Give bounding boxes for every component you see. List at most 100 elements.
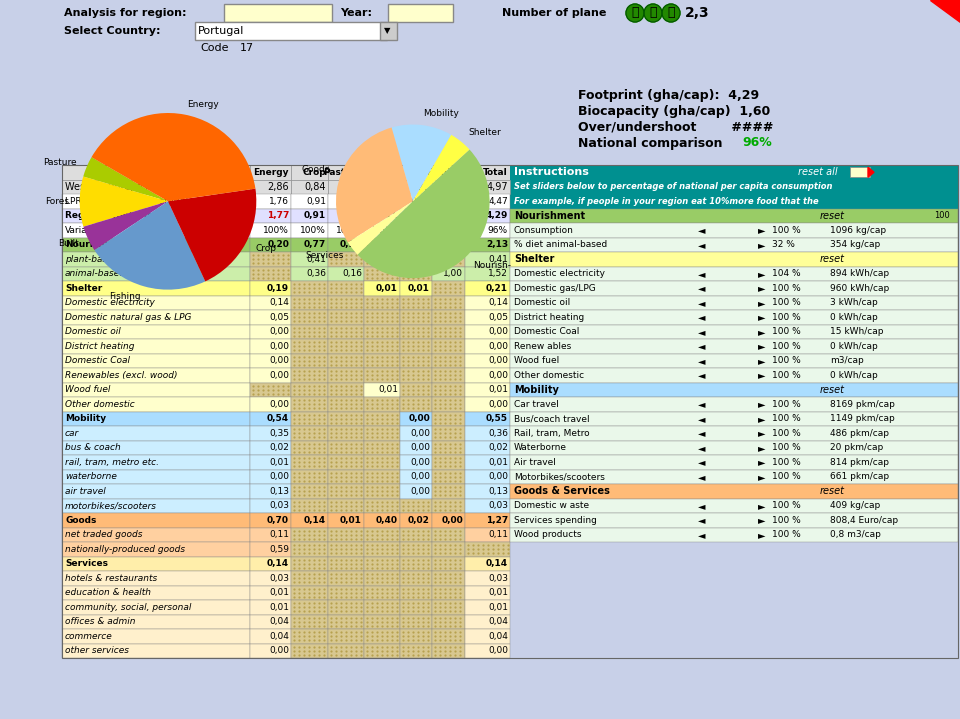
Bar <box>291 383 328 397</box>
Bar <box>364 296 400 310</box>
Bar <box>510 267 958 281</box>
Text: Shelter: Shelter <box>468 128 501 137</box>
Bar <box>291 180 328 194</box>
Bar <box>432 585 465 600</box>
Bar <box>364 368 400 383</box>
Bar <box>510 426 958 441</box>
Text: education & health: education & health <box>65 588 151 597</box>
Text: Wood fuel: Wood fuel <box>514 356 560 365</box>
Bar <box>364 324 400 339</box>
Bar <box>291 296 328 310</box>
Text: Pasture: Pasture <box>323 168 362 177</box>
Bar <box>510 354 958 368</box>
Bar <box>328 383 364 397</box>
Text: 0,17: 0,17 <box>342 197 362 206</box>
Bar <box>510 441 958 455</box>
Text: District heating: District heating <box>65 342 134 351</box>
Text: 🌍: 🌍 <box>649 6 657 19</box>
Bar <box>250 441 291 455</box>
Text: ◄: ◄ <box>698 516 706 526</box>
Text: 1,52: 1,52 <box>488 269 508 278</box>
Text: 0,01: 0,01 <box>269 588 289 597</box>
Bar <box>510 339 958 354</box>
Bar <box>364 354 400 368</box>
Bar <box>510 324 958 339</box>
Text: 0,91: 0,91 <box>304 211 326 220</box>
Bar <box>291 209 328 223</box>
Text: 0,00: 0,00 <box>410 487 430 495</box>
Text: reset: reset <box>820 486 845 496</box>
Text: 0,40: 0,40 <box>376 516 398 525</box>
Bar <box>510 223 958 237</box>
Bar <box>62 194 250 209</box>
Bar <box>400 470 432 484</box>
Bar <box>62 629 250 644</box>
Text: 0 kWh/cap: 0 kWh/cap <box>830 371 877 380</box>
Bar <box>510 513 958 528</box>
Text: Shelter: Shelter <box>514 255 554 265</box>
Bar <box>328 237 364 252</box>
Bar <box>364 223 400 237</box>
Bar <box>400 194 432 209</box>
Bar <box>465 411 510 426</box>
Text: Pasture: Pasture <box>43 158 77 167</box>
Text: 100 %: 100 % <box>772 298 801 307</box>
Text: Domestic Coal: Domestic Coal <box>65 356 130 365</box>
Text: 0,01: 0,01 <box>488 588 508 597</box>
Bar <box>400 455 432 470</box>
Bar <box>250 571 291 585</box>
Bar <box>328 339 364 354</box>
Text: ◄: ◄ <box>698 429 706 439</box>
Bar <box>328 629 364 644</box>
Wedge shape <box>413 134 469 201</box>
Text: 0,55: 0,55 <box>486 414 508 423</box>
Text: ◄: ◄ <box>698 356 706 366</box>
Bar <box>62 441 250 455</box>
Text: Renewables (excl. wood): Renewables (excl. wood) <box>65 371 178 380</box>
Bar <box>250 383 291 397</box>
Text: 0,00: 0,00 <box>269 371 289 380</box>
Text: net traded goods: net traded goods <box>65 530 142 539</box>
Text: 0,21: 0,21 <box>410 197 430 206</box>
Text: Fishing: Fishing <box>426 168 463 177</box>
Bar <box>250 180 291 194</box>
Bar <box>250 455 291 470</box>
Bar <box>465 368 510 383</box>
Circle shape <box>662 4 680 22</box>
Text: Fores: Fores <box>371 168 398 177</box>
Text: 1,01: 1,01 <box>443 197 463 206</box>
Bar <box>432 237 465 252</box>
Text: ◄: ◄ <box>698 326 706 336</box>
Bar <box>510 397 958 411</box>
Bar <box>291 513 328 528</box>
Wedge shape <box>84 157 168 201</box>
Text: 100 %: 100 % <box>772 284 801 293</box>
Text: 12%: 12% <box>410 226 430 234</box>
Bar <box>400 498 432 513</box>
Text: Fores: Fores <box>45 197 69 206</box>
Bar <box>250 542 291 557</box>
Bar <box>465 600 510 615</box>
Text: offices & admin: offices & admin <box>65 617 135 626</box>
Bar <box>328 585 364 600</box>
Bar <box>250 368 291 383</box>
Text: Total: Total <box>483 168 508 177</box>
Text: 808,4 Euro/cap: 808,4 Euro/cap <box>830 516 899 525</box>
Bar <box>510 383 958 397</box>
Text: 0,04: 0,04 <box>269 617 289 626</box>
Text: 0,03: 0,03 <box>269 501 289 510</box>
Bar <box>400 629 432 644</box>
Text: 0,02: 0,02 <box>488 443 508 452</box>
Bar <box>400 557 432 571</box>
Text: 0,8 m3/cap: 0,8 m3/cap <box>830 530 881 539</box>
Text: Built: Built <box>58 239 79 248</box>
Text: 0,00: 0,00 <box>442 516 463 525</box>
Text: 0,91: 0,91 <box>306 197 326 206</box>
Bar <box>291 165 328 180</box>
Bar <box>400 571 432 585</box>
Bar <box>291 354 328 368</box>
Bar <box>510 310 958 324</box>
Text: 0,00: 0,00 <box>488 472 508 481</box>
Wedge shape <box>358 150 490 278</box>
Bar <box>465 324 510 339</box>
